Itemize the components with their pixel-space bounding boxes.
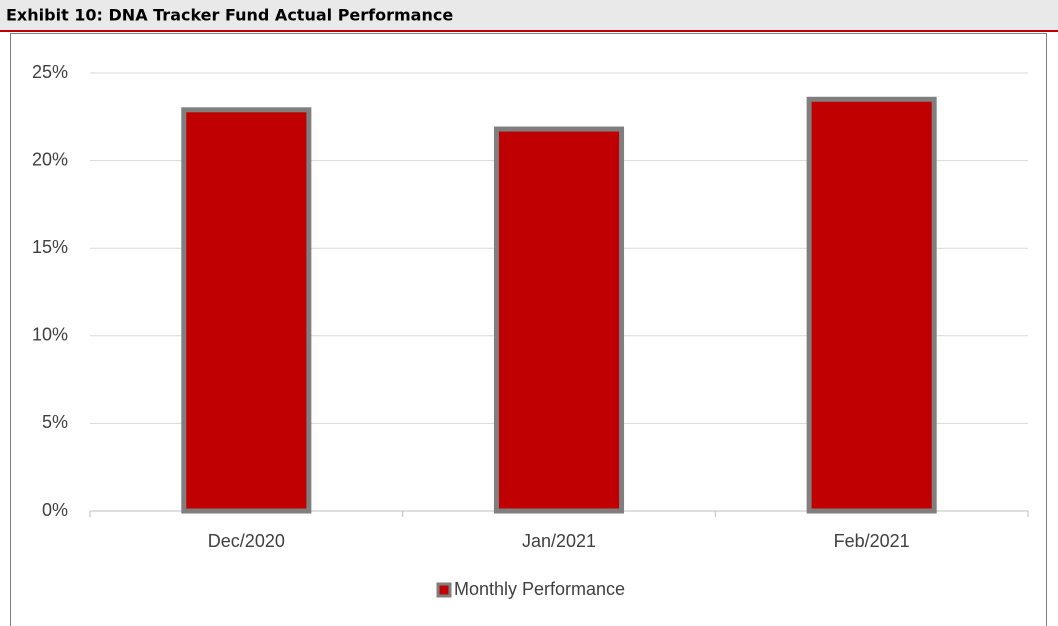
y-tick-label: 25% [32,62,68,82]
y-tick-label: 15% [32,237,68,257]
bar [181,107,312,514]
x-tick-label: Feb/2021 [834,531,910,551]
chart-frame [10,33,1047,626]
legend-swatch [436,582,452,598]
y-tick-label: 10% [32,325,68,345]
bar [806,96,937,514]
y-tick-label: 20% [32,149,68,169]
x-tick-label: Dec/2020 [208,531,285,551]
x-tick-label: Jan/2021 [522,531,596,551]
y-tick-label: 0% [42,500,68,520]
chart-title: Exhibit 10: DNA Tracker Fund Actual Perf… [6,6,453,25]
legend-label: Monthly Performance [454,579,625,599]
y-tick-label: 5% [42,412,68,432]
header-band [0,0,1058,30]
bar [493,126,625,514]
